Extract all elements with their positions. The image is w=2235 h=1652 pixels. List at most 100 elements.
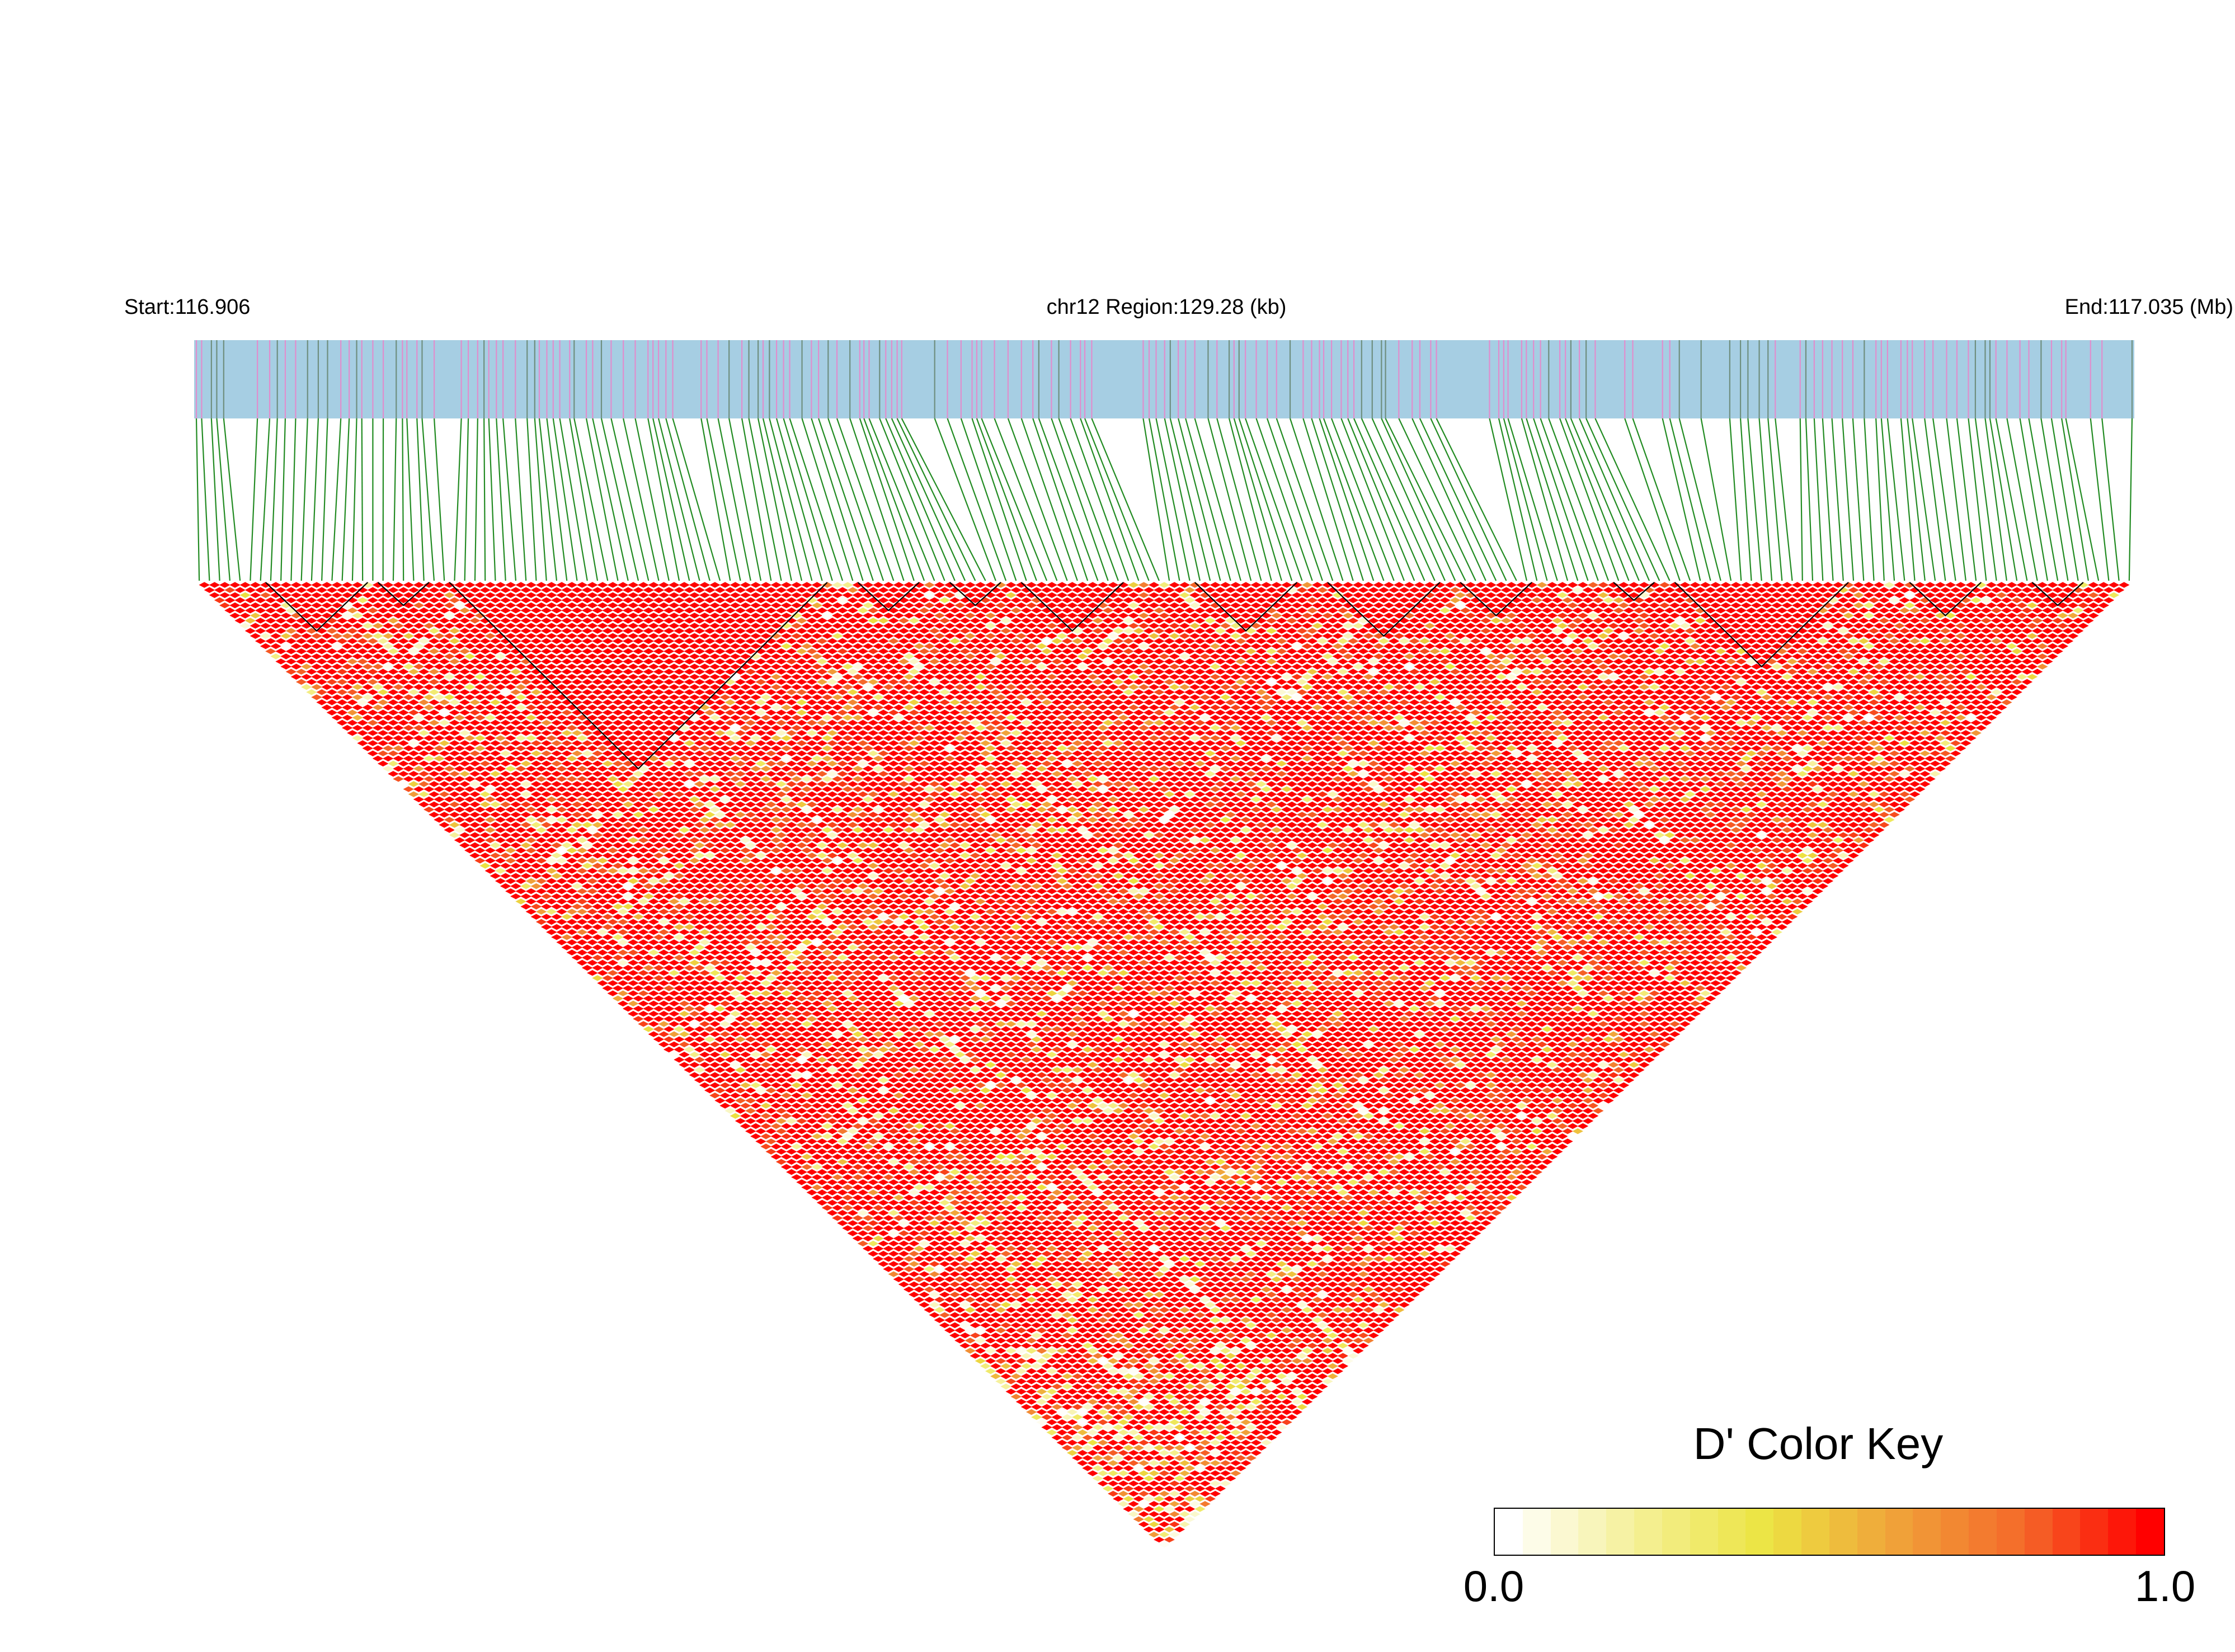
ld-cell xyxy=(735,934,746,940)
ld-cell xyxy=(760,970,771,976)
ld-cell xyxy=(750,1062,761,1068)
ld-cell xyxy=(464,724,476,731)
ld-cell xyxy=(587,714,598,721)
ld-cell xyxy=(270,613,281,619)
ld-cell xyxy=(1149,1449,1160,1456)
ld-cell xyxy=(1189,1399,1201,1405)
ld-cell xyxy=(1138,1449,1150,1456)
ld-cell xyxy=(510,853,521,859)
ld-cell xyxy=(546,909,557,915)
ld-cell xyxy=(755,1046,766,1053)
ld-cell xyxy=(939,1281,951,1287)
ld-cell xyxy=(602,760,613,767)
ld-cell xyxy=(719,929,731,935)
ld-cell xyxy=(888,1220,899,1226)
ld-cell xyxy=(1113,1343,1124,1349)
ld-cell xyxy=(336,628,348,634)
ld-cell xyxy=(714,903,726,910)
ld-cell xyxy=(878,1036,889,1042)
snp-connector xyxy=(1289,418,1344,581)
ld-cell xyxy=(990,1281,1001,1287)
ld-cell xyxy=(439,801,450,808)
ld-cell xyxy=(1051,1209,1063,1216)
ld-cell xyxy=(1082,1394,1093,1400)
ld-cell xyxy=(295,597,307,604)
ld-cell xyxy=(515,888,526,895)
ld-cell xyxy=(689,1052,700,1058)
ld-cell xyxy=(459,760,470,767)
ld-cell xyxy=(990,1363,1001,1369)
ld-cell xyxy=(842,980,853,986)
ld-cell xyxy=(1118,1389,1129,1395)
ld-cell xyxy=(607,888,619,895)
ld-cell xyxy=(868,1149,879,1155)
ld-cell xyxy=(694,914,705,920)
ld-cell xyxy=(939,1189,951,1196)
ld-cell xyxy=(755,924,766,930)
ld-cell xyxy=(1046,1245,1057,1252)
ld-cell xyxy=(1092,1292,1104,1298)
ld-cell xyxy=(510,760,521,767)
ld-cell xyxy=(1036,1215,1047,1221)
ld-cell xyxy=(959,1302,971,1308)
ld-cell xyxy=(566,724,578,731)
ld-cell xyxy=(270,592,281,598)
ld-cell xyxy=(362,745,373,751)
ld-cell xyxy=(500,781,511,787)
ld-cell xyxy=(730,898,741,905)
ld-cell xyxy=(724,1057,736,1063)
ld-cell xyxy=(964,1174,976,1180)
ld-cell xyxy=(587,786,598,792)
ld-cell xyxy=(1204,1434,1216,1441)
ld-cell xyxy=(525,786,537,792)
ld-cell xyxy=(490,648,501,655)
ld-cell xyxy=(582,699,593,705)
ld-cell xyxy=(582,740,593,746)
ld-cell xyxy=(362,653,373,660)
ld-cell xyxy=(449,587,460,593)
ld-cell xyxy=(1077,1439,1088,1446)
ld-cell xyxy=(780,1072,792,1078)
ld-cell xyxy=(888,1179,899,1185)
ld-cell xyxy=(868,1046,879,1053)
ld-cell xyxy=(924,1215,935,1221)
ld-cell xyxy=(1036,1266,1047,1272)
ld-cell xyxy=(664,975,675,981)
ld-cell xyxy=(949,1077,961,1083)
ld-cell xyxy=(535,786,547,792)
ld-cell xyxy=(730,1031,741,1037)
ld-cell xyxy=(980,1312,991,1318)
ld-cell xyxy=(362,704,373,710)
ld-cell xyxy=(454,582,465,588)
ld-cell xyxy=(403,663,414,670)
ld-cell xyxy=(934,1062,945,1068)
ld-cell xyxy=(735,1026,746,1032)
ld-cell xyxy=(285,669,297,675)
ld-cell xyxy=(719,858,731,864)
ld-cell xyxy=(1097,1256,1109,1262)
ld-cell xyxy=(909,1220,920,1226)
ld-cell xyxy=(862,1184,874,1190)
ld-cell xyxy=(535,796,547,802)
ld-cell xyxy=(1087,1399,1098,1405)
ld-cell xyxy=(1204,1496,1216,1502)
ld-cell xyxy=(1149,1317,1160,1323)
ld-cell xyxy=(868,1118,879,1124)
ld-cell xyxy=(898,1230,910,1236)
ld-cell xyxy=(1133,1394,1145,1400)
ld-cell xyxy=(873,1154,884,1160)
snp-connector xyxy=(515,418,527,581)
ld-cell xyxy=(924,1245,935,1252)
ld-cell xyxy=(633,863,644,869)
ld-cell xyxy=(1031,1271,1042,1277)
ld-cell xyxy=(653,1026,665,1032)
ld-cell xyxy=(1210,1470,1221,1476)
ld-cell xyxy=(770,1052,782,1058)
ld-cell xyxy=(873,1062,884,1068)
ld-cell xyxy=(944,1143,956,1150)
ld-cell xyxy=(449,669,460,675)
ld-cell xyxy=(1138,1266,1150,1272)
ld-cell xyxy=(893,1266,905,1272)
ld-cell xyxy=(1255,1404,1267,1410)
ld-cell xyxy=(1174,1424,1185,1430)
